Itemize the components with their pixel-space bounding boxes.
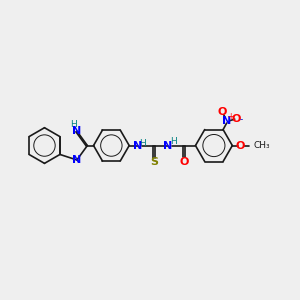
Text: O: O <box>236 140 245 151</box>
Text: H: H <box>170 137 177 146</box>
Text: CH₃: CH₃ <box>254 141 270 150</box>
Text: N: N <box>163 140 172 151</box>
Text: N: N <box>72 126 82 136</box>
Text: N: N <box>72 155 82 165</box>
Text: N: N <box>222 116 231 126</box>
Text: N: N <box>134 140 143 151</box>
Text: +: + <box>227 112 234 121</box>
Text: H: H <box>140 139 146 148</box>
Text: O: O <box>232 114 241 124</box>
Text: S: S <box>151 157 158 167</box>
Text: -: - <box>240 115 243 124</box>
Text: O: O <box>179 157 189 166</box>
Text: H: H <box>70 120 76 129</box>
Text: O: O <box>218 107 227 117</box>
